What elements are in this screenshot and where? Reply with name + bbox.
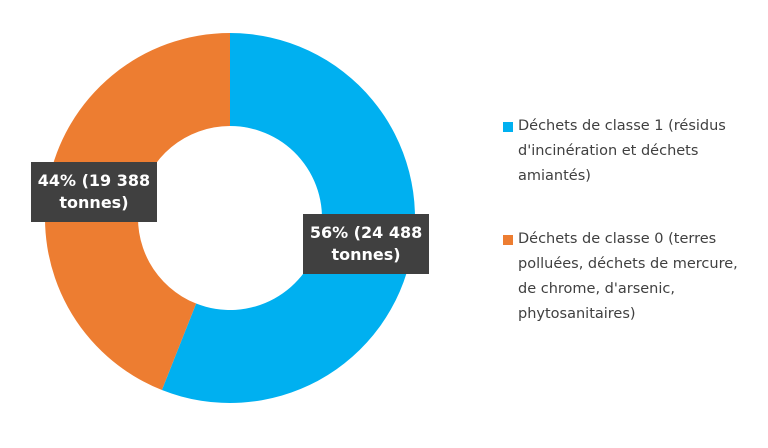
legend-label: Déchets de classe 1 (résidus d'incinérat… (518, 118, 726, 184)
data-label: 56% (24 488 tonnes) (303, 213, 430, 274)
legend-item: Déchets de classe 0 (terres polluées, dé… (503, 227, 743, 327)
legend-swatch (503, 235, 513, 245)
legend-item: Déchets de classe 1 (résidus d'incinérat… (503, 114, 743, 189)
legend-swatch (503, 122, 513, 132)
legend-label: Déchets de classe 0 (terres polluées, dé… (518, 231, 738, 322)
data-label: 44% (19 388 tonnes) (30, 162, 157, 223)
donut-slice (161, 33, 416, 403)
